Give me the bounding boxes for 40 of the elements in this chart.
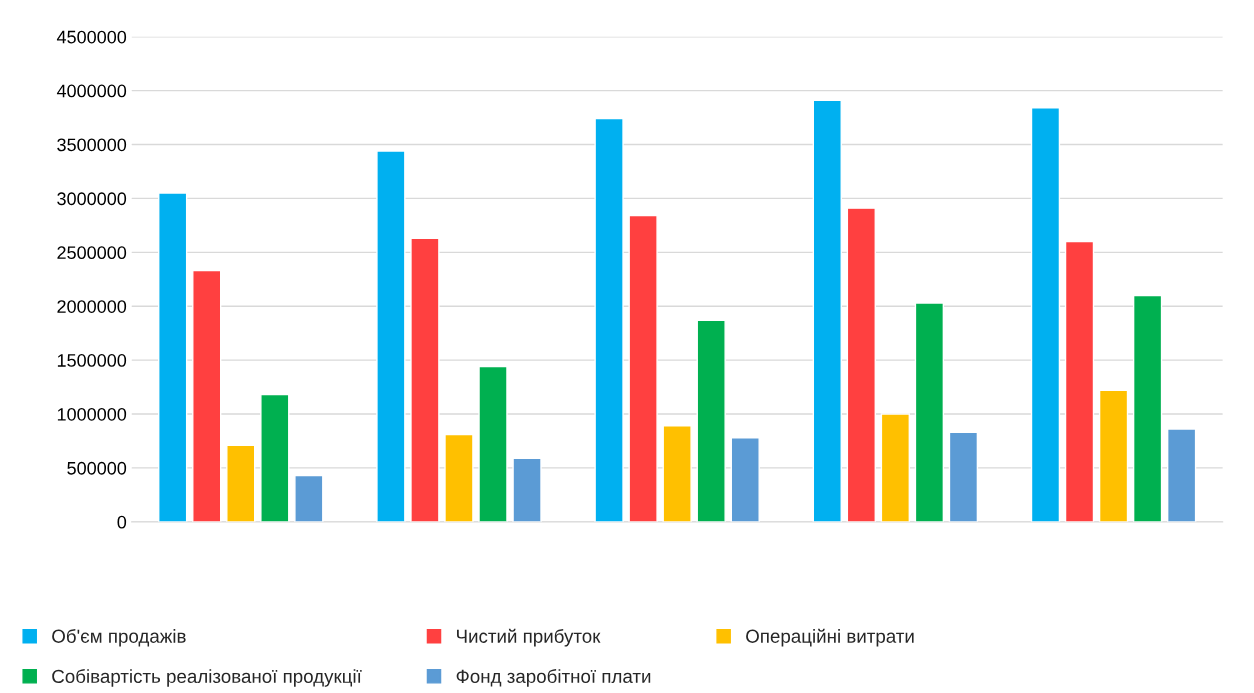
- bar: [192, 269, 222, 522]
- bar: [158, 192, 188, 522]
- y-tick-label: 4500000: [56, 30, 127, 44]
- bar: [478, 365, 508, 522]
- bar: [696, 319, 726, 522]
- legend-label: Собівартість реалізованої продукції: [52, 669, 362, 687]
- bar: [1132, 294, 1163, 522]
- bar: [1166, 428, 1197, 522]
- bar: [662, 425, 692, 522]
- bar: [1098, 389, 1129, 522]
- y-tick-label: 3500000: [57, 138, 127, 152]
- bar: [376, 150, 406, 522]
- y-tick-label: 500000: [67, 461, 127, 475]
- y-tick-label: 1000000: [57, 407, 127, 421]
- bar: [512, 457, 542, 522]
- y-tick-label: 4000000: [56, 84, 127, 98]
- bar: [914, 302, 945, 522]
- legend-label: Чистий прибуток: [457, 628, 601, 647]
- y-tick-label: 2500000: [57, 246, 127, 260]
- bar: [260, 393, 290, 522]
- bar: [594, 117, 624, 522]
- bar: [730, 437, 760, 522]
- bar: [294, 474, 324, 522]
- bar: [444, 433, 474, 522]
- y-tick-label: 0: [117, 515, 127, 529]
- bar: [948, 431, 979, 522]
- bar: [226, 444, 256, 522]
- bar: [880, 413, 911, 522]
- bar: [1030, 107, 1061, 522]
- y-tick-label: 1500000: [57, 354, 127, 367]
- bar: [628, 214, 658, 522]
- y-tick-label: 3000000: [57, 192, 127, 206]
- legend-label: Об'єм продажів: [52, 628, 186, 647]
- bar: [410, 237, 440, 522]
- y-tick-label: 2000000: [57, 300, 127, 313]
- bar: [846, 207, 876, 522]
- bar: [1064, 240, 1095, 522]
- legend-label: Операційні витрати: [746, 628, 914, 647]
- bar: [812, 99, 842, 522]
- legend-label: Фонд заробітної плати: [456, 669, 651, 687]
